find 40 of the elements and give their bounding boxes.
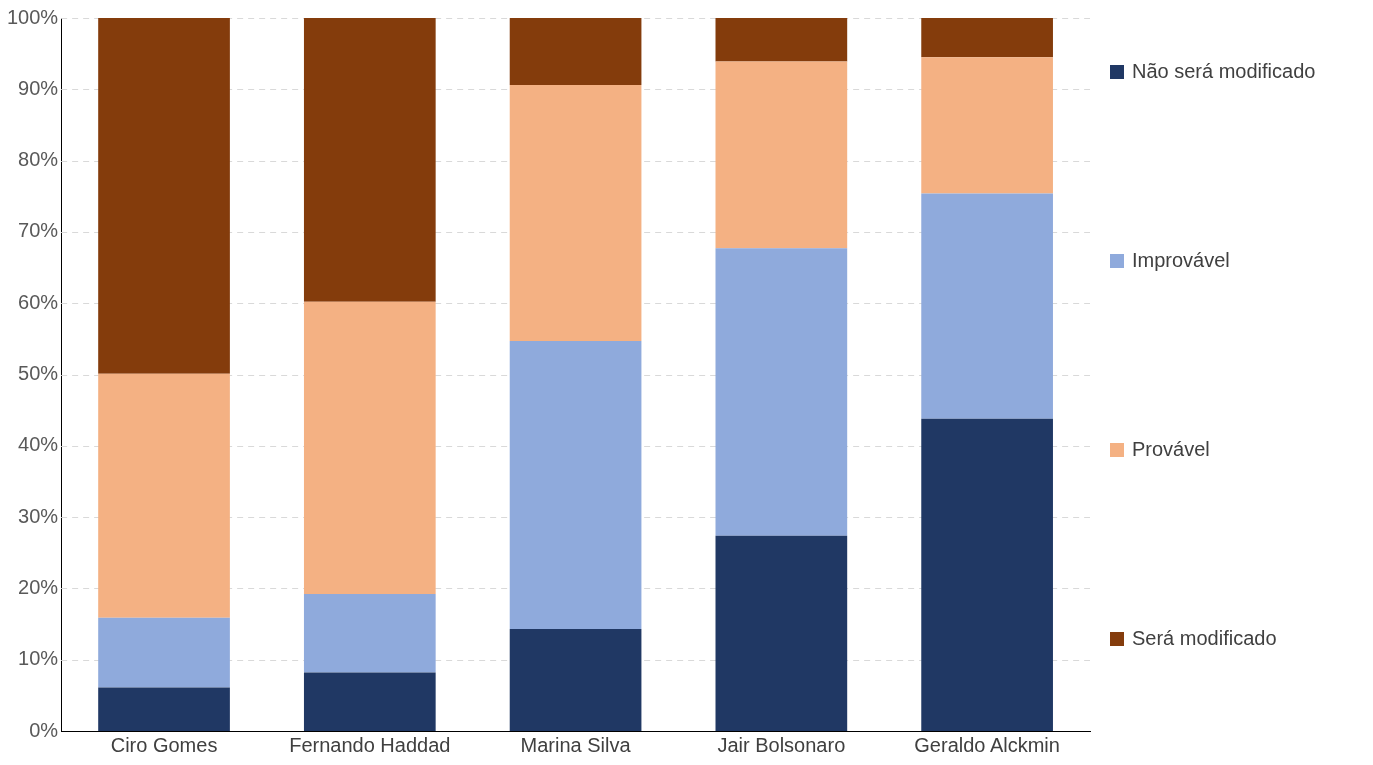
bar [303, 18, 436, 302]
y-tick-label: 0% [29, 718, 59, 741]
y-tick-label: 70% [18, 219, 59, 242]
y-tick-label: 10% [18, 647, 59, 670]
y-tick-label: 50% [18, 362, 59, 385]
bar [715, 18, 848, 62]
x-tick-label: Marina Silva [520, 733, 632, 756]
bar [509, 629, 642, 731]
bar [98, 687, 230, 731]
y-tick-label: 20% [18, 575, 59, 598]
bar [509, 18, 642, 86]
bar [303, 672, 436, 731]
bar [715, 535, 848, 731]
x-tick-label: Jair Bolsonaro [717, 733, 846, 756]
bar [715, 61, 848, 249]
bar [303, 594, 436, 673]
y-tick-label: 100% [7, 5, 59, 28]
legend-label: Não será modificado [1132, 60, 1316, 83]
y-tick-label: 90% [18, 76, 59, 99]
y-tick-label: 80% [18, 148, 59, 171]
bar [303, 301, 436, 595]
bar [715, 248, 848, 536]
legend-label: Provável [1132, 438, 1210, 461]
bar [921, 57, 1053, 194]
x-tick-label: Geraldo Alckmin [914, 733, 1060, 756]
x-tick-label: Fernando Haddad [289, 733, 451, 756]
y-tick-label: 40% [18, 433, 59, 456]
legend-label: Será modificado [1132, 627, 1277, 650]
y-tick-label: 60% [18, 290, 59, 313]
bar [98, 373, 230, 618]
bar [921, 193, 1053, 419]
bar [98, 18, 230, 374]
legend-label: Improvável [1132, 249, 1230, 272]
bar [921, 418, 1053, 731]
bar [509, 85, 642, 341]
bar [921, 18, 1053, 58]
bar [98, 617, 230, 688]
bar [509, 340, 642, 630]
x-tick-label: Ciro Gomes [110, 733, 218, 756]
y-tick-label: 30% [18, 504, 59, 527]
